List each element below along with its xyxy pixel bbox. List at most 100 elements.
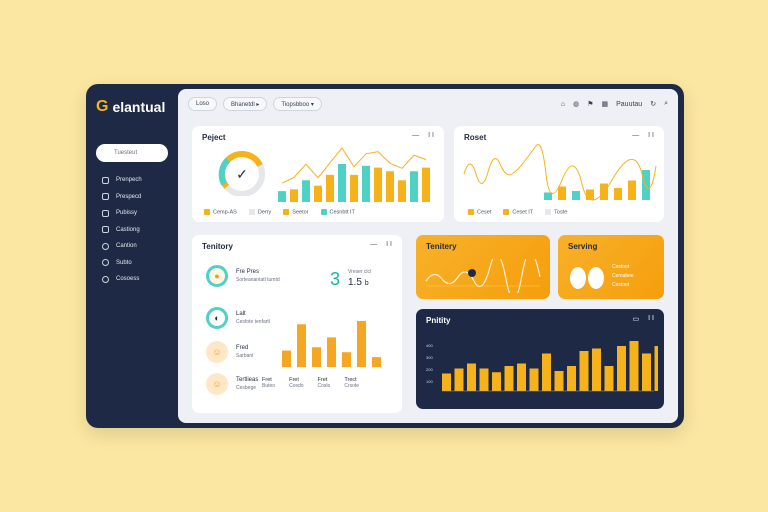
avatar: ☺ [206, 373, 228, 395]
bar [357, 321, 366, 367]
top-pill-1[interactable]: Loso [188, 97, 218, 111]
roset-line-bar-chart [463, 144, 657, 201]
bar [529, 368, 539, 391]
bar [579, 351, 589, 391]
bar [338, 164, 346, 202]
avatar: ● [206, 265, 228, 287]
project-legend: Cemp-AS Derry Seetor Cesnbtt IT [204, 209, 355, 215]
bar [614, 188, 622, 200]
bar [567, 366, 576, 391]
gauge-chart: ✓ [218, 151, 265, 196]
serving-ellipse [588, 267, 604, 289]
svg-text:✓: ✓ [236, 166, 248, 182]
bar [326, 174, 334, 202]
bar [398, 180, 406, 202]
bar [467, 363, 476, 391]
dashboard-window: G elantual Tuesteut Prenpech Prespecd Pu… [86, 84, 684, 428]
calendar-icon [102, 226, 109, 234]
bar [297, 324, 306, 367]
bar [302, 180, 310, 202]
avatar: ☺ [206, 341, 228, 363]
minimize-icon[interactable]: — [370, 241, 378, 248]
bar [544, 192, 552, 200]
bell-icon[interactable]: ◍ [573, 101, 580, 108]
top-pill-2[interactable]: Bhanetdl ▸ [223, 97, 268, 111]
bar [604, 366, 614, 391]
bar [642, 353, 651, 391]
list-item[interactable]: ☺ Fred Sarbanl [206, 341, 253, 363]
minimize-icon[interactable]: — [412, 132, 420, 139]
sidebar-item-label: Cosoess [116, 276, 140, 283]
bar [372, 357, 381, 367]
roset-card: Roset — I I Ceset Ceset IT Toste [454, 126, 664, 222]
home-icon[interactable]: ⌂ [560, 100, 566, 108]
trend-line [463, 144, 657, 201]
list-item[interactable]: ☺ Tertlieas Cesbege [206, 373, 258, 395]
bar [628, 180, 636, 200]
bar [654, 346, 658, 391]
pnitity-bar-chart: 400 300 200 100 [426, 341, 658, 392]
bar [504, 366, 514, 391]
sidebar-item-1[interactable]: Prenpech [96, 172, 168, 189]
bar [422, 167, 430, 202]
list-item[interactable]: ◐ Lalt Cesfote tenfartl [206, 307, 270, 329]
sidebar-item-6[interactable]: Subto [96, 255, 168, 272]
search-icon[interactable]: ⌕ [664, 100, 668, 107]
pnitity-card: Pnitity ▭ I I 400 300 200 100 [416, 309, 664, 409]
bar [290, 189, 298, 202]
bar [586, 189, 594, 200]
row-sub: Sorteanantatl tumtd [236, 277, 280, 283]
stat-value: 1.5 b [348, 277, 369, 288]
bar [479, 368, 489, 391]
user-icon [102, 275, 109, 283]
top-pill-3[interactable]: Tiopsbboo ▾ [273, 97, 322, 111]
axis-tick-label: 100 [426, 379, 433, 384]
bar [572, 191, 580, 200]
sidebar-item-7[interactable]: Cosoess [96, 271, 168, 288]
avatar: ◐ [206, 307, 228, 329]
territory-card: Tenitory — I I ● Fre Pres Sorteanantatl t… [192, 235, 402, 413]
row-sub: Sarbanl [236, 353, 254, 359]
sidebar-item-5[interactable]: Cantion [96, 238, 168, 255]
refresh-icon[interactable]: ↻ [650, 101, 657, 108]
sidebar-item-3[interactable]: Pubissy [96, 205, 168, 222]
pause-icon[interactable]: I I [428, 132, 434, 139]
grid-icon[interactable]: ▦ [601, 101, 609, 108]
legend-item: Toste [545, 209, 567, 215]
logo-mark-icon: G [96, 98, 109, 115]
serving-card: Serving Cestoot Cemabee Cestoot [558, 235, 664, 299]
bar [386, 171, 394, 202]
toggle-icon[interactable]: ▭ [632, 316, 640, 323]
card-controls: — I I [632, 132, 654, 139]
bar [442, 373, 451, 391]
bar [454, 368, 464, 391]
minimize-icon[interactable]: — [632, 132, 640, 139]
pause-icon[interactable]: I I [648, 132, 654, 139]
top-right-label[interactable]: Pauutau [616, 100, 643, 108]
app-title: elantual [112, 99, 166, 115]
column-labels: Fret Buteo Fret Cosdo Fret Coslo Trect Crsot… [262, 377, 360, 389]
bar [592, 348, 601, 391]
bar [374, 167, 382, 202]
app-logo[interactable]: G elantual [96, 98, 168, 116]
row-name: Tertlieas [236, 377, 259, 383]
card-controls: ▭ I I [633, 315, 654, 323]
axis-tick-label: 400 [426, 343, 433, 348]
list-item[interactable]: ● Fre Pres Sorteanantatl tumtd [206, 265, 280, 287]
top-right-tools: ⌂ ◍ ⚑ ▦ Pauutau ↻ ⌕ [561, 100, 668, 108]
tenitery-wave-chart [425, 259, 541, 293]
row-name: Fred [236, 345, 249, 351]
sidebar-item-4[interactable]: Castiong [96, 222, 168, 239]
sidebar-search[interactable]: Tuesteut [96, 144, 168, 162]
row-sub: Cesfote tenfartl [236, 319, 270, 325]
tag-icon[interactable]: ⚑ [587, 101, 594, 108]
pause-icon[interactable]: I I [648, 315, 654, 322]
bar [327, 337, 336, 367]
card-controls: — I I [370, 241, 392, 248]
card-title: Pnitity [426, 316, 451, 325]
sidebar-item-2[interactable]: Prespecd [96, 189, 168, 206]
pause-icon[interactable]: I I [386, 241, 392, 248]
bar [492, 372, 501, 391]
bar [629, 341, 639, 391]
list-icon [102, 209, 109, 217]
